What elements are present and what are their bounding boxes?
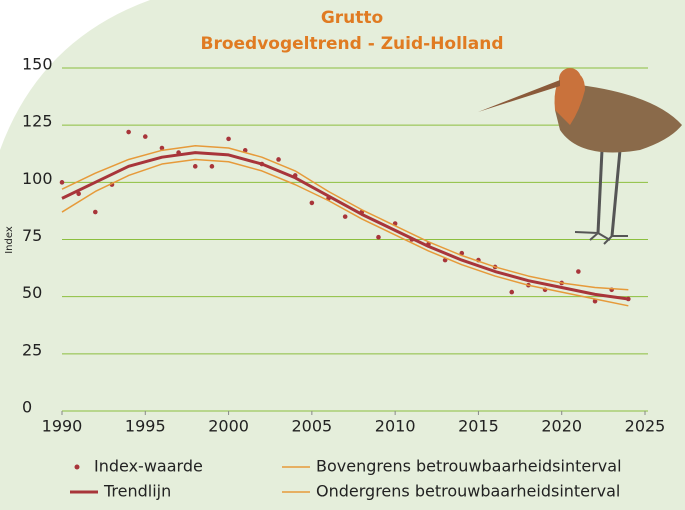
data-point: [242, 148, 248, 153]
y-tick-label: 100: [22, 169, 53, 188]
legend-label: Ondergrens betrouwbaarheidsinterval: [316, 482, 620, 501]
data-point: [192, 164, 198, 169]
plot: 0 25 50 75 100 125 150 1990 1995 2000 2005 2010 2015…: [22, 55, 665, 436]
line-series: [61, 158, 629, 307]
x-tick-label: 2010: [375, 417, 416, 436]
data-point: [309, 200, 315, 206]
y-tick-label: 75: [22, 226, 42, 245]
line-series: [61, 151, 629, 301]
x-tick-label: 1990: [42, 417, 83, 436]
data-point: [342, 214, 348, 219]
y-tick-label: 25: [22, 340, 42, 359]
data-point: [209, 164, 215, 169]
data-point: [226, 136, 231, 142]
legend-label: Bovengrens betrouwbaarheidsinterval: [316, 457, 622, 476]
data-point: [592, 298, 598, 304]
y-axis-label: Index: [4, 226, 15, 254]
legend: Index-waarde Trendlijn Bovengrens betrouwb…: [70, 457, 622, 501]
data-point: [126, 129, 131, 135]
legend-label: Trendlijn: [103, 482, 171, 501]
corner: [0, 0, 150, 150]
data-point: [93, 209, 98, 215]
data-point: [276, 157, 281, 162]
legend-marker: [74, 464, 80, 470]
legend-label: Index-waarde: [94, 457, 203, 476]
x-tick-label: 2015: [458, 417, 499, 436]
data-point: [59, 180, 65, 185]
x-tick-label: 2005: [291, 417, 332, 436]
y-tick-label: 0: [22, 398, 32, 417]
x-tick-label: 2025: [625, 417, 666, 436]
x-tick-label: 2000: [208, 417, 249, 436]
data-point: [159, 145, 165, 151]
x-tick-label: 2020: [541, 417, 582, 436]
line-series: [61, 144, 629, 291]
data-point: [376, 234, 381, 240]
data-point: [142, 134, 148, 139]
data-point: [509, 289, 515, 295]
data-point: [576, 269, 581, 274]
y-tick-label: 150: [22, 55, 53, 74]
bird: [478, 68, 682, 245]
chart-title: Grutto: [321, 8, 383, 28]
chart-subtitle: Broedvogeltrend - Zuid-Holland: [201, 34, 504, 54]
y-tick-label: 125: [22, 112, 53, 131]
data-point: [76, 191, 81, 197]
y-tick-label: 50: [22, 283, 42, 302]
x-tick-label: 1995: [125, 417, 166, 436]
